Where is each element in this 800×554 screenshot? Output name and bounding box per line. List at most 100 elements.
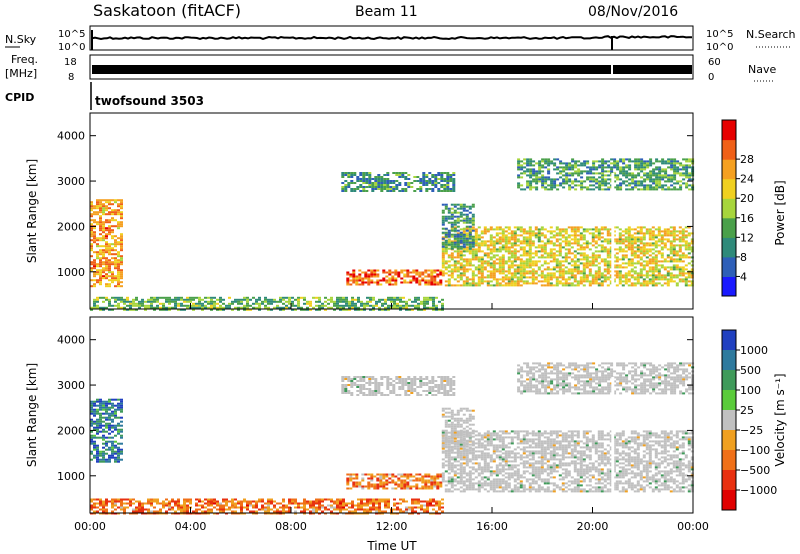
power-cell bbox=[613, 160, 617, 163]
velocity-cell bbox=[531, 478, 535, 481]
power-cell bbox=[669, 256, 673, 259]
velocity-cell bbox=[382, 481, 386, 484]
power-cell bbox=[96, 243, 99, 246]
power-cell bbox=[117, 237, 120, 240]
power-cell bbox=[525, 242, 529, 245]
power-cell bbox=[477, 260, 481, 263]
power-cell bbox=[687, 226, 691, 229]
power-cell bbox=[600, 260, 604, 263]
power-cell bbox=[597, 236, 601, 239]
velocity-cell bbox=[358, 485, 362, 488]
power-cell bbox=[523, 188, 527, 191]
velocity-cell bbox=[358, 483, 362, 486]
power-cell bbox=[111, 271, 114, 274]
power-cell bbox=[255, 298, 258, 301]
power-cell bbox=[640, 162, 644, 165]
power-cell bbox=[579, 270, 583, 273]
power-cell bbox=[440, 190, 444, 192]
velocity-cell bbox=[462, 472, 466, 475]
power-cell bbox=[543, 278, 547, 281]
power-cell bbox=[564, 282, 568, 285]
power-cell bbox=[486, 244, 490, 247]
power-cell bbox=[522, 266, 526, 269]
velocity-cell bbox=[501, 464, 505, 467]
velocity-cell bbox=[492, 450, 496, 453]
power-cell bbox=[567, 248, 571, 251]
power-cell bbox=[516, 258, 520, 261]
power-cell bbox=[456, 280, 460, 283]
power-cell bbox=[468, 205, 472, 208]
power-cell bbox=[489, 266, 493, 269]
velocity-cell bbox=[486, 438, 490, 441]
power-cell bbox=[666, 282, 670, 285]
power-cell bbox=[99, 273, 102, 276]
power-cell bbox=[93, 207, 96, 210]
velocity-cell bbox=[522, 470, 526, 473]
velocity-cell bbox=[90, 420, 93, 423]
velocity-cell bbox=[439, 473, 443, 476]
velocity-cell bbox=[534, 450, 538, 453]
power-cell bbox=[450, 264, 454, 267]
velocity-cell bbox=[549, 440, 553, 443]
power-cell bbox=[430, 281, 434, 284]
power-cell bbox=[574, 184, 578, 187]
power-cell bbox=[519, 262, 523, 265]
power-cell bbox=[456, 254, 460, 257]
power-cell bbox=[424, 269, 428, 272]
power-cell bbox=[576, 242, 580, 245]
power-cell bbox=[456, 247, 460, 250]
power-cell bbox=[583, 170, 587, 173]
velocity-cell bbox=[555, 466, 559, 469]
power-cell bbox=[390, 298, 393, 301]
velocity-cell bbox=[486, 440, 490, 443]
power-cell bbox=[607, 182, 611, 185]
power-cell bbox=[105, 199, 108, 202]
power-cell bbox=[204, 300, 207, 303]
power-cell bbox=[501, 256, 505, 259]
velocity-cell bbox=[447, 478, 451, 481]
power-cell bbox=[108, 229, 111, 232]
velocity-cell bbox=[537, 468, 541, 471]
velocity-cell bbox=[477, 446, 481, 449]
power-cell bbox=[404, 182, 408, 184]
velocity-cell bbox=[462, 466, 466, 469]
power-cell bbox=[555, 270, 559, 273]
velocity-cell bbox=[522, 462, 526, 465]
power-cell bbox=[417, 302, 420, 305]
power-cell bbox=[606, 278, 610, 281]
power-cell bbox=[489, 240, 493, 243]
power-cell bbox=[690, 280, 694, 283]
velocity-cell bbox=[447, 468, 451, 471]
power-cell bbox=[655, 186, 659, 189]
power-cell bbox=[489, 256, 493, 259]
velocity-cell bbox=[459, 438, 463, 441]
power-cell bbox=[432, 306, 435, 309]
velocity-cell bbox=[492, 482, 496, 485]
power-cell bbox=[120, 275, 123, 278]
power-cell bbox=[598, 164, 602, 167]
power-cell bbox=[477, 250, 481, 253]
power-cell bbox=[538, 172, 542, 175]
velocity-cell bbox=[99, 452, 102, 455]
power-cell bbox=[495, 278, 499, 281]
velocity-cell bbox=[483, 482, 487, 485]
power-cell bbox=[673, 158, 677, 161]
power-cell bbox=[634, 168, 638, 171]
power-cell bbox=[598, 182, 602, 185]
power-cell bbox=[450, 225, 454, 228]
power-cell bbox=[111, 277, 114, 280]
power-cell bbox=[570, 246, 574, 249]
power-cell bbox=[459, 258, 463, 261]
power-cell bbox=[526, 186, 530, 189]
power-cell bbox=[643, 164, 647, 167]
power-cell bbox=[162, 308, 165, 311]
power-cell bbox=[607, 170, 611, 173]
velocity-cell bbox=[537, 466, 541, 469]
power-cell bbox=[571, 166, 575, 169]
power-cell bbox=[660, 276, 664, 279]
power-cell bbox=[356, 178, 360, 180]
velocity-cell bbox=[441, 436, 445, 439]
power-cell bbox=[631, 180, 635, 183]
power-cell bbox=[99, 203, 102, 206]
power-cell bbox=[432, 304, 435, 307]
